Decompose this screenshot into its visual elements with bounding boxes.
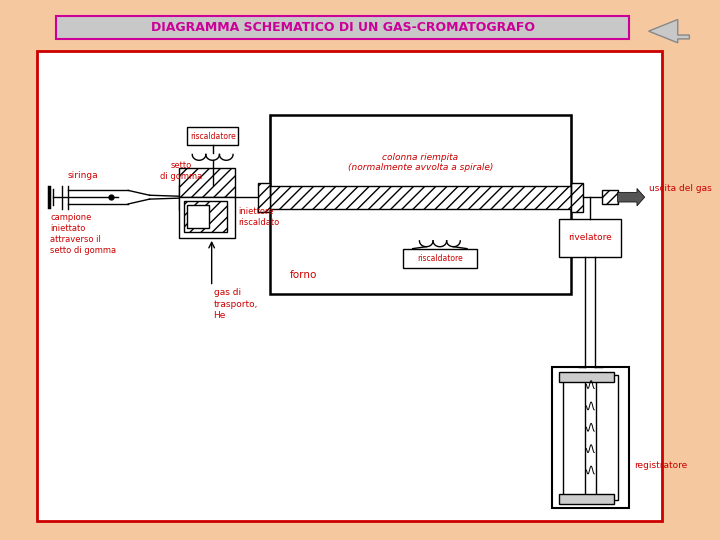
Text: gas di
trasporto,
He: gas di trasporto, He <box>214 288 258 320</box>
Bar <box>571 183 582 212</box>
Text: registratore: registratore <box>634 461 688 470</box>
Bar <box>37 51 662 521</box>
Bar <box>403 248 477 268</box>
Bar <box>563 375 585 500</box>
Text: campione
iniettato
attraverso il
setto di gomma: campione iniettato attraverso il setto d… <box>50 213 117 255</box>
Text: siringa: siringa <box>67 171 98 180</box>
Bar <box>602 191 618 204</box>
Polygon shape <box>649 19 689 43</box>
Bar <box>552 367 629 508</box>
Bar <box>184 201 228 232</box>
Bar <box>187 205 209 228</box>
Text: uscita del gas: uscita del gas <box>649 184 711 193</box>
Bar <box>179 168 235 197</box>
Bar <box>270 114 571 294</box>
Text: setto
di gomma: setto di gomma <box>161 161 203 181</box>
Polygon shape <box>618 188 644 206</box>
Bar <box>559 372 613 382</box>
Bar <box>179 185 189 210</box>
Text: forno: forno <box>289 269 317 280</box>
Text: riscaldatore: riscaldatore <box>417 254 463 263</box>
Text: colonna riempita
(normalmente avvolta a spirale): colonna riempita (normalmente avvolta a … <box>348 152 493 172</box>
Bar <box>179 197 235 238</box>
Bar <box>559 219 621 258</box>
Text: DIAGRAMMA SCHEMATICO DI UN GAS-CROMATOGRAFO: DIAGRAMMA SCHEMATICO DI UN GAS-CROMATOGR… <box>150 21 535 34</box>
Bar <box>258 183 270 212</box>
Bar <box>187 127 238 145</box>
Text: riscaldatore: riscaldatore <box>190 132 235 140</box>
Bar <box>56 16 629 39</box>
Text: iniettore
riscaldato: iniettore riscaldato <box>238 207 279 227</box>
Text: rivelatore: rivelatore <box>569 233 612 242</box>
Bar <box>270 186 571 209</box>
Bar <box>596 375 618 500</box>
Bar <box>559 494 613 504</box>
